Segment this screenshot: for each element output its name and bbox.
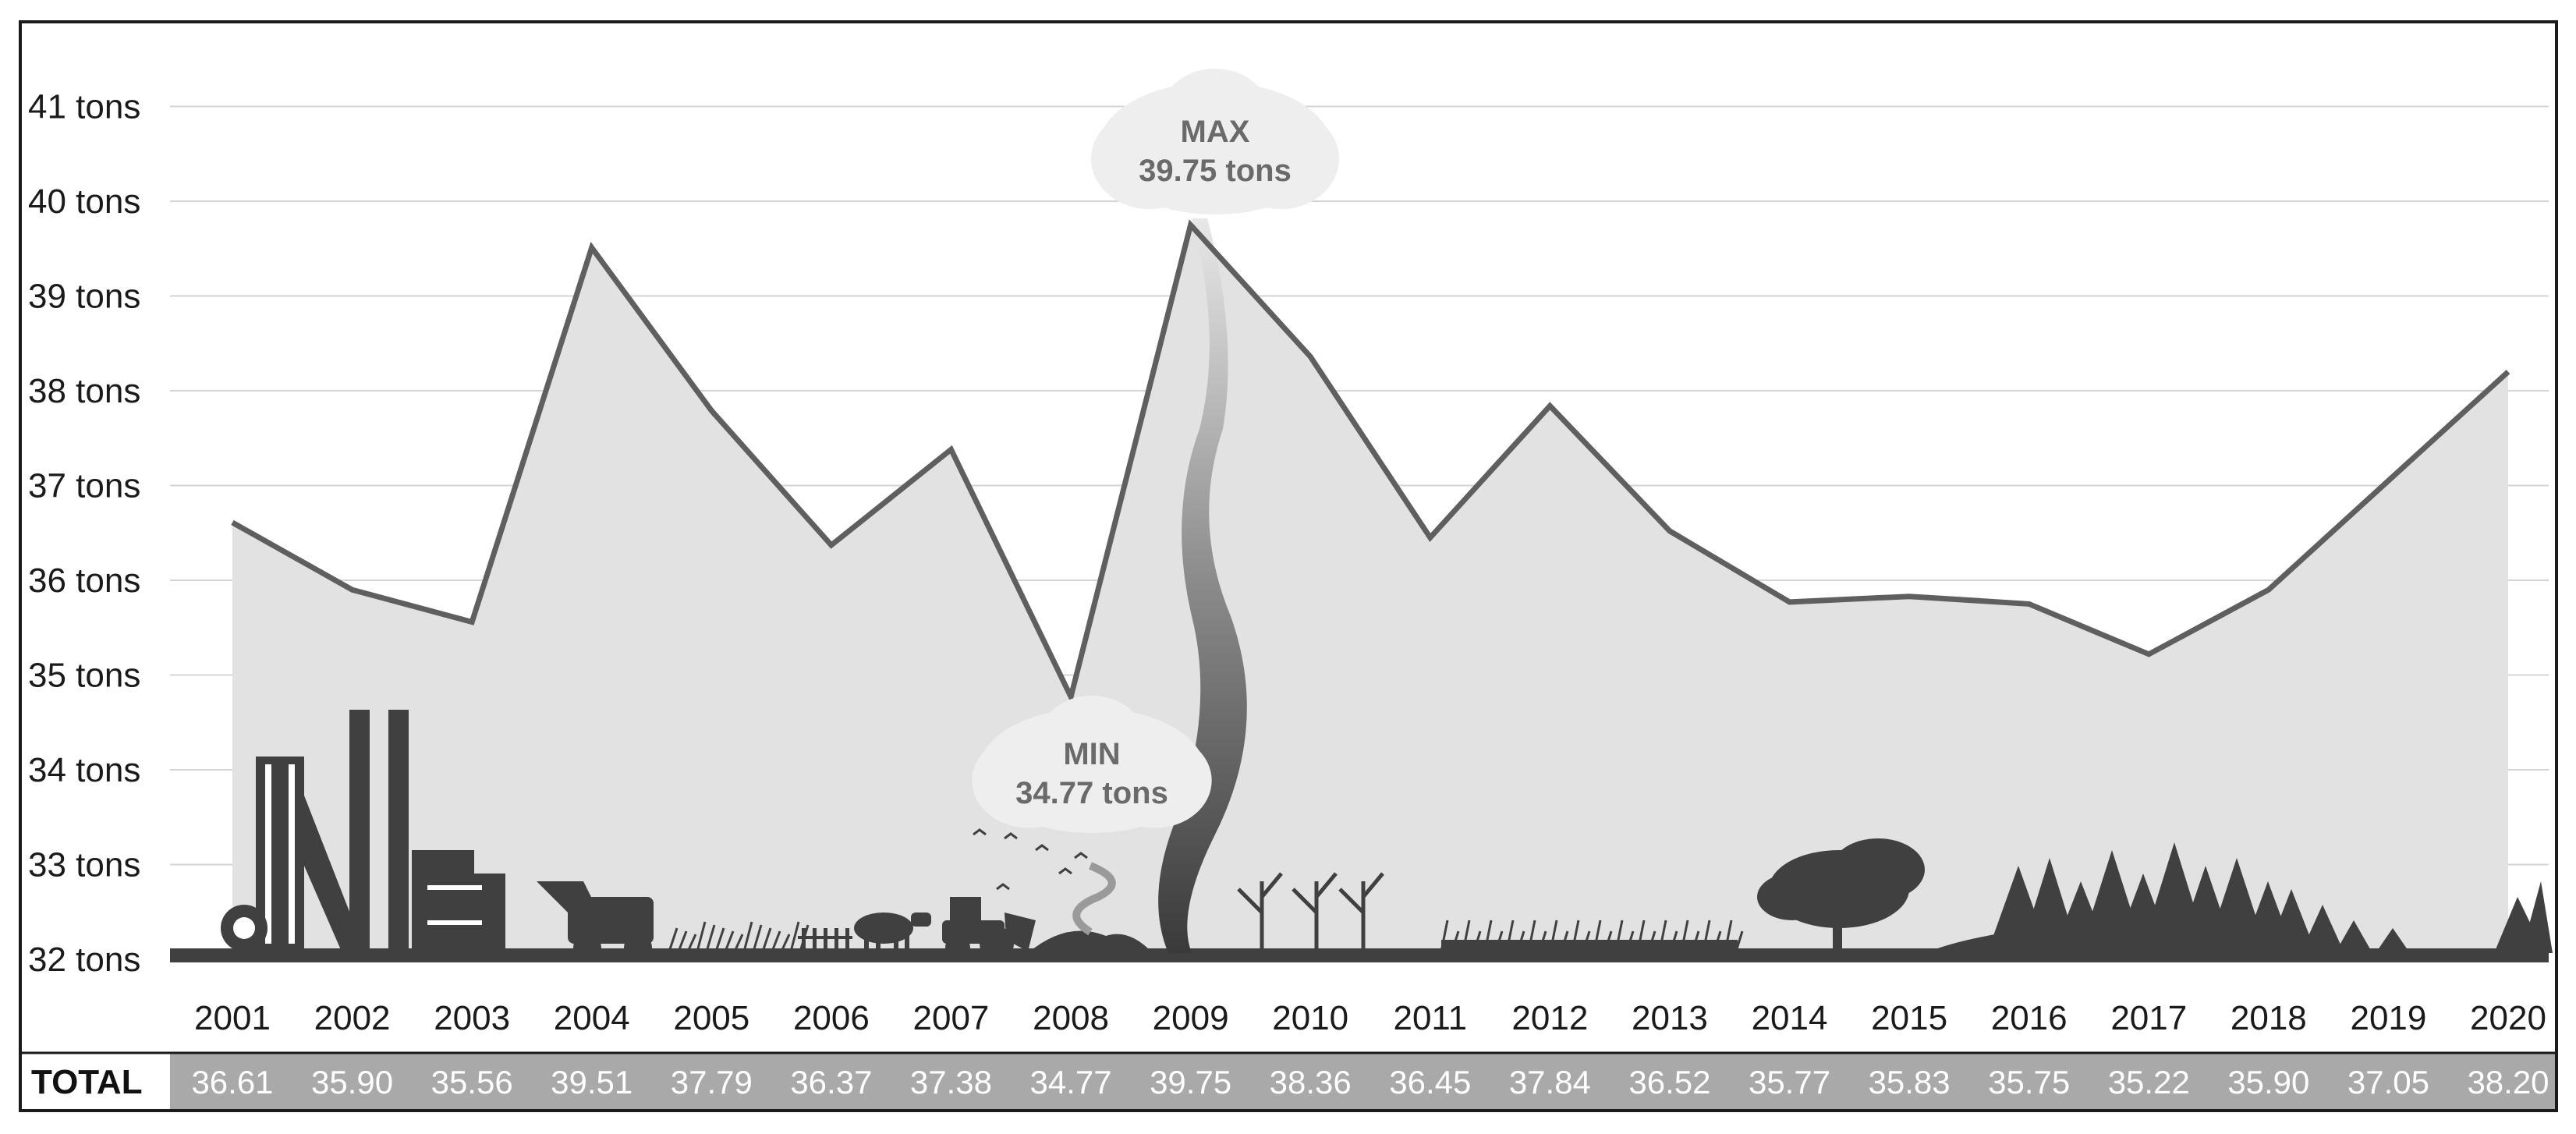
x-tick-label: 2015 xyxy=(1871,999,1947,1037)
y-tick-label: 40 tons xyxy=(28,183,140,221)
tornado-funnel xyxy=(1158,218,1247,953)
area-chart: 32 tons 33 tons 34 tons 35 tons 36 tons 37 to… xyxy=(22,69,2555,1109)
x-tick-label: 2016 xyxy=(1991,999,2068,1037)
total-value: 37.84 xyxy=(1509,1064,1591,1100)
y-tick-label: 37 tons xyxy=(28,467,140,505)
total-value: 37.05 xyxy=(2347,1064,2429,1100)
dead-tree-icon xyxy=(1237,872,1283,951)
y-tick-label: 34 tons xyxy=(28,751,140,789)
x-tick-label: 2017 xyxy=(2110,999,2187,1037)
pine-tree-icon xyxy=(2376,928,2410,953)
bird-icon xyxy=(1074,852,1088,859)
x-tick-label: 2011 xyxy=(1393,999,1467,1037)
total-value: 39.51 xyxy=(551,1064,632,1100)
x-tick-label: 2009 xyxy=(1153,999,1229,1037)
x-tick-label: 2004 xyxy=(554,999,630,1037)
y-tick-label: 39 tons xyxy=(28,278,140,316)
y-tick-label: 35 tons xyxy=(28,657,140,695)
dirt-mound xyxy=(1028,930,1153,953)
total-value: 36.37 xyxy=(790,1064,872,1100)
total-value: 35.77 xyxy=(1749,1064,1830,1100)
x-tick-label: 2007 xyxy=(913,999,990,1037)
x-tick-label: 2008 xyxy=(1033,999,1109,1037)
bird-icon xyxy=(973,828,987,836)
bird-icon xyxy=(1035,844,1049,852)
pine-tree-icon xyxy=(2335,920,2372,953)
total-value: 39.75 xyxy=(1150,1064,1231,1100)
annotation-label: MIN xyxy=(1063,737,1120,771)
series-line xyxy=(231,219,2510,705)
y-tick-label: 41 tons xyxy=(28,88,140,126)
total-value: 36.52 xyxy=(1628,1064,1710,1100)
x-tick-label: 2001 xyxy=(194,999,271,1037)
dust-swirl xyxy=(1072,862,1116,936)
total-value: 37.38 xyxy=(910,1064,992,1100)
x-tick-label: 2005 xyxy=(673,999,749,1037)
x-tick-label: 2012 xyxy=(1511,999,1588,1037)
chart-frame: 32 tons 33 tons 34 tons 35 tons 36 tons 37 to… xyxy=(19,20,2558,1112)
total-value: 38.20 xyxy=(2467,1064,2549,1100)
total-value: 36.45 xyxy=(1389,1064,1471,1100)
total-value: 34.77 xyxy=(1029,1064,1111,1100)
pine-tree-icon xyxy=(2266,889,2316,953)
dead-tree-icon xyxy=(1292,872,1338,951)
area-fill xyxy=(232,225,2508,959)
total-value: 35.75 xyxy=(1988,1064,2070,1100)
tornado-icon xyxy=(1158,218,1247,953)
annotation-value: 34.77 tons xyxy=(1015,776,1168,810)
bird-icon xyxy=(996,883,1010,891)
pine-tree-icon xyxy=(2521,881,2553,953)
x-tick-label: 2019 xyxy=(2350,999,2426,1037)
annotation-bubble: MAX 39.75 tons xyxy=(1091,69,1339,214)
total-value: 36.61 xyxy=(191,1064,273,1100)
y-tick-label: 36 tons xyxy=(28,562,140,600)
total-value: 35.56 xyxy=(431,1064,513,1100)
y-tick-label: 38 tons xyxy=(28,372,140,410)
total-value: 35.22 xyxy=(2108,1064,2190,1100)
totals-bar xyxy=(170,1053,2555,1109)
x-tick-label: 2014 xyxy=(1752,999,1828,1037)
bird-icon xyxy=(1058,867,1072,875)
chimney-icon xyxy=(388,710,409,951)
total-value: 35.83 xyxy=(1869,1064,1951,1100)
dead-tree-icon xyxy=(1338,872,1384,951)
total-value: 35.90 xyxy=(311,1064,393,1100)
chimney-icon xyxy=(349,710,370,951)
annotation-value: 39.75 tons xyxy=(1139,154,1292,188)
totals-label: TOTAL xyxy=(31,1063,143,1101)
x-tick-label: 2020 xyxy=(2470,999,2546,1037)
x-tick-label: 2003 xyxy=(434,999,510,1037)
cow-icon xyxy=(854,913,913,944)
x-tick-label: 2018 xyxy=(2231,999,2307,1037)
y-tick-label: 33 tons xyxy=(28,846,140,884)
y-tick-label: 32 tons xyxy=(28,941,140,979)
annotation-label: MAX xyxy=(1181,115,1250,149)
annotation-bubble: MIN 34.77 tons xyxy=(972,696,1212,833)
pine-tree-icon xyxy=(2301,905,2344,953)
x-tick-label: 2013 xyxy=(1632,999,1708,1037)
total-value: 35.90 xyxy=(2227,1064,2309,1100)
bird-icon xyxy=(1004,832,1018,840)
x-tick-label: 2002 xyxy=(314,999,391,1037)
total-value: 38.36 xyxy=(1270,1064,1352,1100)
landscape-silhouette xyxy=(170,710,2553,962)
x-tick-label: 2006 xyxy=(793,999,870,1037)
grass xyxy=(1441,940,1738,951)
fence xyxy=(798,936,852,939)
x-tick-label: 2010 xyxy=(1272,999,1348,1037)
total-value: 37.79 xyxy=(671,1064,753,1100)
